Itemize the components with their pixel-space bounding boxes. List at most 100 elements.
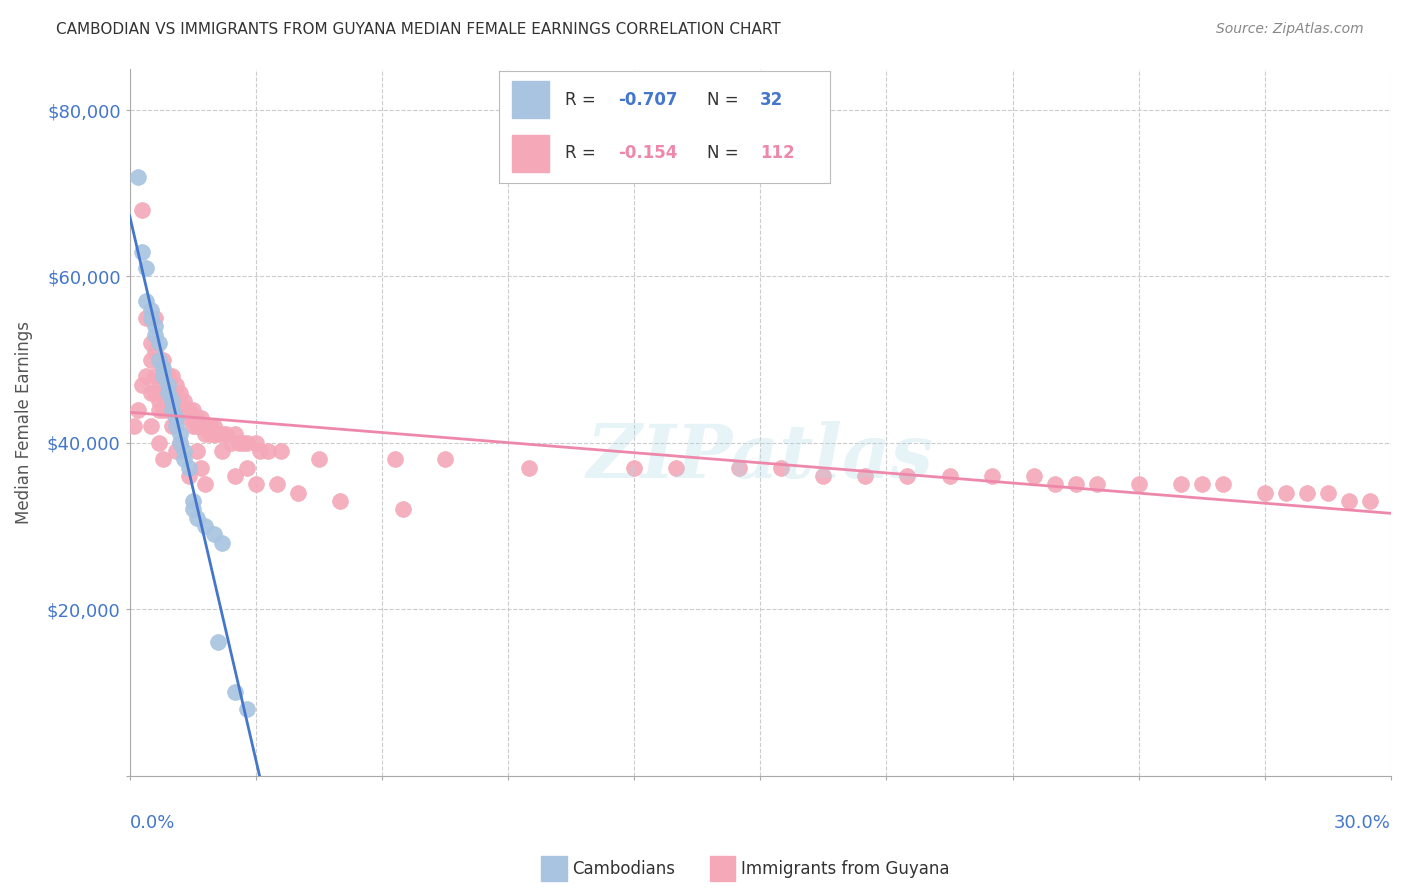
Point bbox=[160, 385, 183, 400]
Text: 0.0%: 0.0% bbox=[129, 814, 174, 832]
Point bbox=[165, 385, 187, 400]
Point bbox=[236, 435, 259, 450]
Text: N =: N = bbox=[707, 91, 744, 109]
Point bbox=[392, 502, 415, 516]
Point bbox=[169, 402, 191, 417]
Point bbox=[1022, 469, 1045, 483]
Point bbox=[938, 469, 960, 483]
Point bbox=[186, 410, 208, 425]
Point bbox=[152, 402, 174, 417]
Point bbox=[160, 394, 183, 409]
Point bbox=[143, 385, 166, 400]
Point bbox=[228, 435, 250, 450]
Point bbox=[156, 369, 179, 384]
Point bbox=[202, 427, 225, 442]
Point bbox=[1128, 477, 1150, 491]
Point bbox=[434, 452, 457, 467]
Point bbox=[194, 427, 217, 442]
Point bbox=[156, 377, 179, 392]
Point bbox=[1337, 494, 1360, 508]
Point bbox=[156, 402, 179, 417]
Point bbox=[127, 169, 149, 184]
Point bbox=[1191, 477, 1213, 491]
Point bbox=[517, 460, 540, 475]
Point bbox=[980, 469, 1002, 483]
Point bbox=[202, 427, 225, 442]
Point bbox=[181, 494, 204, 508]
Point bbox=[266, 477, 288, 491]
Point bbox=[224, 685, 246, 699]
Point bbox=[177, 410, 200, 425]
Point bbox=[173, 444, 195, 458]
Point bbox=[169, 394, 191, 409]
Text: 32: 32 bbox=[761, 91, 783, 109]
Point bbox=[1085, 477, 1108, 491]
Point bbox=[152, 369, 174, 384]
Point bbox=[270, 444, 292, 458]
Point bbox=[287, 485, 309, 500]
Point bbox=[1212, 477, 1234, 491]
Point bbox=[770, 460, 793, 475]
Point bbox=[186, 419, 208, 434]
Text: 112: 112 bbox=[761, 145, 794, 162]
Point bbox=[1043, 477, 1066, 491]
Text: R =: R = bbox=[565, 91, 602, 109]
Point bbox=[148, 336, 170, 351]
Point bbox=[308, 452, 330, 467]
Point bbox=[1170, 477, 1192, 491]
Point bbox=[249, 444, 271, 458]
Point bbox=[186, 510, 208, 524]
Point bbox=[160, 369, 183, 384]
Text: -0.707: -0.707 bbox=[619, 91, 678, 109]
Point bbox=[224, 469, 246, 483]
Point bbox=[165, 419, 187, 434]
Point bbox=[207, 635, 229, 649]
Point bbox=[143, 327, 166, 342]
Text: Cambodians: Cambodians bbox=[572, 860, 675, 878]
Point bbox=[1358, 494, 1381, 508]
Point bbox=[202, 419, 225, 434]
Point bbox=[131, 202, 153, 217]
Point bbox=[135, 311, 157, 326]
Point bbox=[135, 261, 157, 276]
Point bbox=[190, 419, 212, 434]
Point bbox=[148, 402, 170, 417]
Point bbox=[160, 419, 183, 434]
Point bbox=[1316, 485, 1339, 500]
Point bbox=[152, 352, 174, 367]
Point bbox=[131, 244, 153, 259]
Point bbox=[181, 402, 204, 417]
Point bbox=[143, 344, 166, 359]
Point bbox=[855, 469, 877, 483]
Text: CAMBODIAN VS IMMIGRANTS FROM GUYANA MEDIAN FEMALE EARNINGS CORRELATION CHART: CAMBODIAN VS IMMIGRANTS FROM GUYANA MEDI… bbox=[56, 22, 780, 37]
Point bbox=[198, 419, 221, 434]
Text: 30.0%: 30.0% bbox=[1334, 814, 1391, 832]
Point bbox=[236, 460, 259, 475]
Point bbox=[207, 427, 229, 442]
Point bbox=[148, 394, 170, 409]
Point bbox=[135, 294, 157, 309]
Point bbox=[1296, 485, 1319, 500]
Point bbox=[165, 444, 187, 458]
Text: R =: R = bbox=[565, 145, 602, 162]
Point bbox=[211, 444, 233, 458]
Point bbox=[143, 369, 166, 384]
Point bbox=[202, 527, 225, 541]
Point bbox=[728, 460, 751, 475]
Point bbox=[194, 519, 217, 533]
Point bbox=[165, 377, 187, 392]
Point bbox=[623, 460, 645, 475]
Point bbox=[152, 361, 174, 376]
Point bbox=[148, 352, 170, 367]
Point bbox=[190, 460, 212, 475]
Point bbox=[181, 502, 204, 516]
Text: ZIPatlas: ZIPatlas bbox=[586, 421, 934, 493]
FancyBboxPatch shape bbox=[512, 81, 548, 119]
Point bbox=[194, 419, 217, 434]
Point bbox=[143, 311, 166, 326]
Point bbox=[127, 402, 149, 417]
Point bbox=[190, 410, 212, 425]
Point bbox=[169, 427, 191, 442]
Point bbox=[211, 535, 233, 549]
Point bbox=[148, 435, 170, 450]
